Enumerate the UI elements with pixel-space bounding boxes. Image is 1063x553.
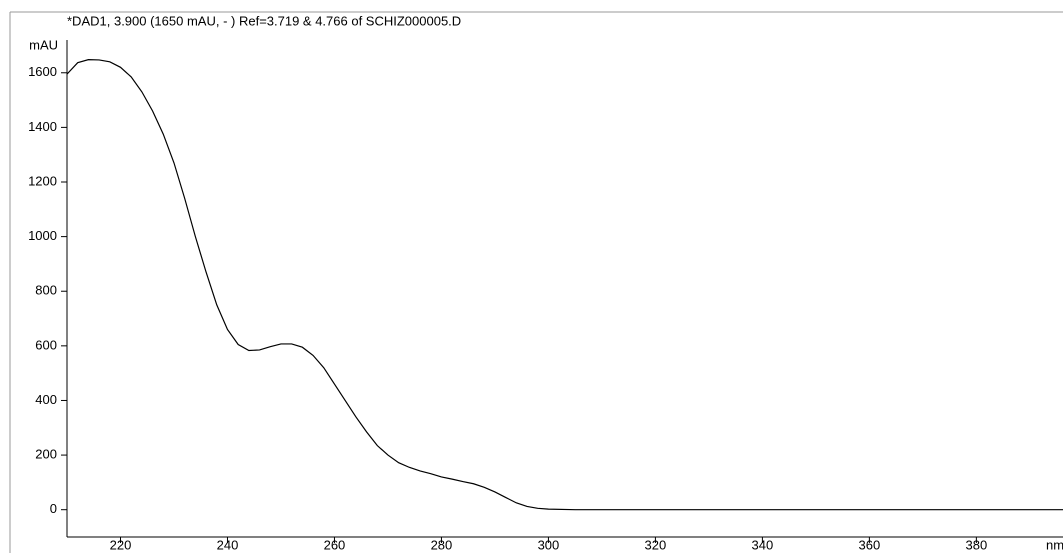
x-axis-label: nm: [1046, 537, 1063, 552]
x-tick-label: 360: [859, 537, 881, 552]
x-tick-label: 320: [645, 537, 667, 552]
x-tick-label: 340: [752, 537, 774, 552]
y-axis-label: mAU: [29, 37, 58, 52]
x-tick-label: 300: [538, 537, 560, 552]
x-tick-label: 260: [324, 537, 346, 552]
y-tick-label: 1400: [28, 119, 57, 134]
y-tick-label: 200: [35, 447, 57, 462]
x-tick-label: 380: [966, 537, 988, 552]
x-tick-label: 220: [110, 537, 132, 552]
y-tick-label: 600: [35, 337, 57, 352]
y-tick-label: 1600: [28, 64, 57, 79]
y-tick-label: 1000: [28, 228, 57, 243]
y-tick-label: 800: [35, 283, 57, 298]
spectrum-line: [66, 59, 1063, 511]
y-tick-label: 0: [50, 501, 57, 516]
x-tick-label: 280: [431, 537, 453, 552]
x-tick-label: 240: [217, 537, 239, 552]
chart-title: *DAD1, 3.900 (1650 mAU, - ) Ref=3.719 & …: [67, 13, 461, 28]
y-tick-label: 400: [35, 392, 57, 407]
y-tick-label: 1200: [28, 173, 57, 188]
